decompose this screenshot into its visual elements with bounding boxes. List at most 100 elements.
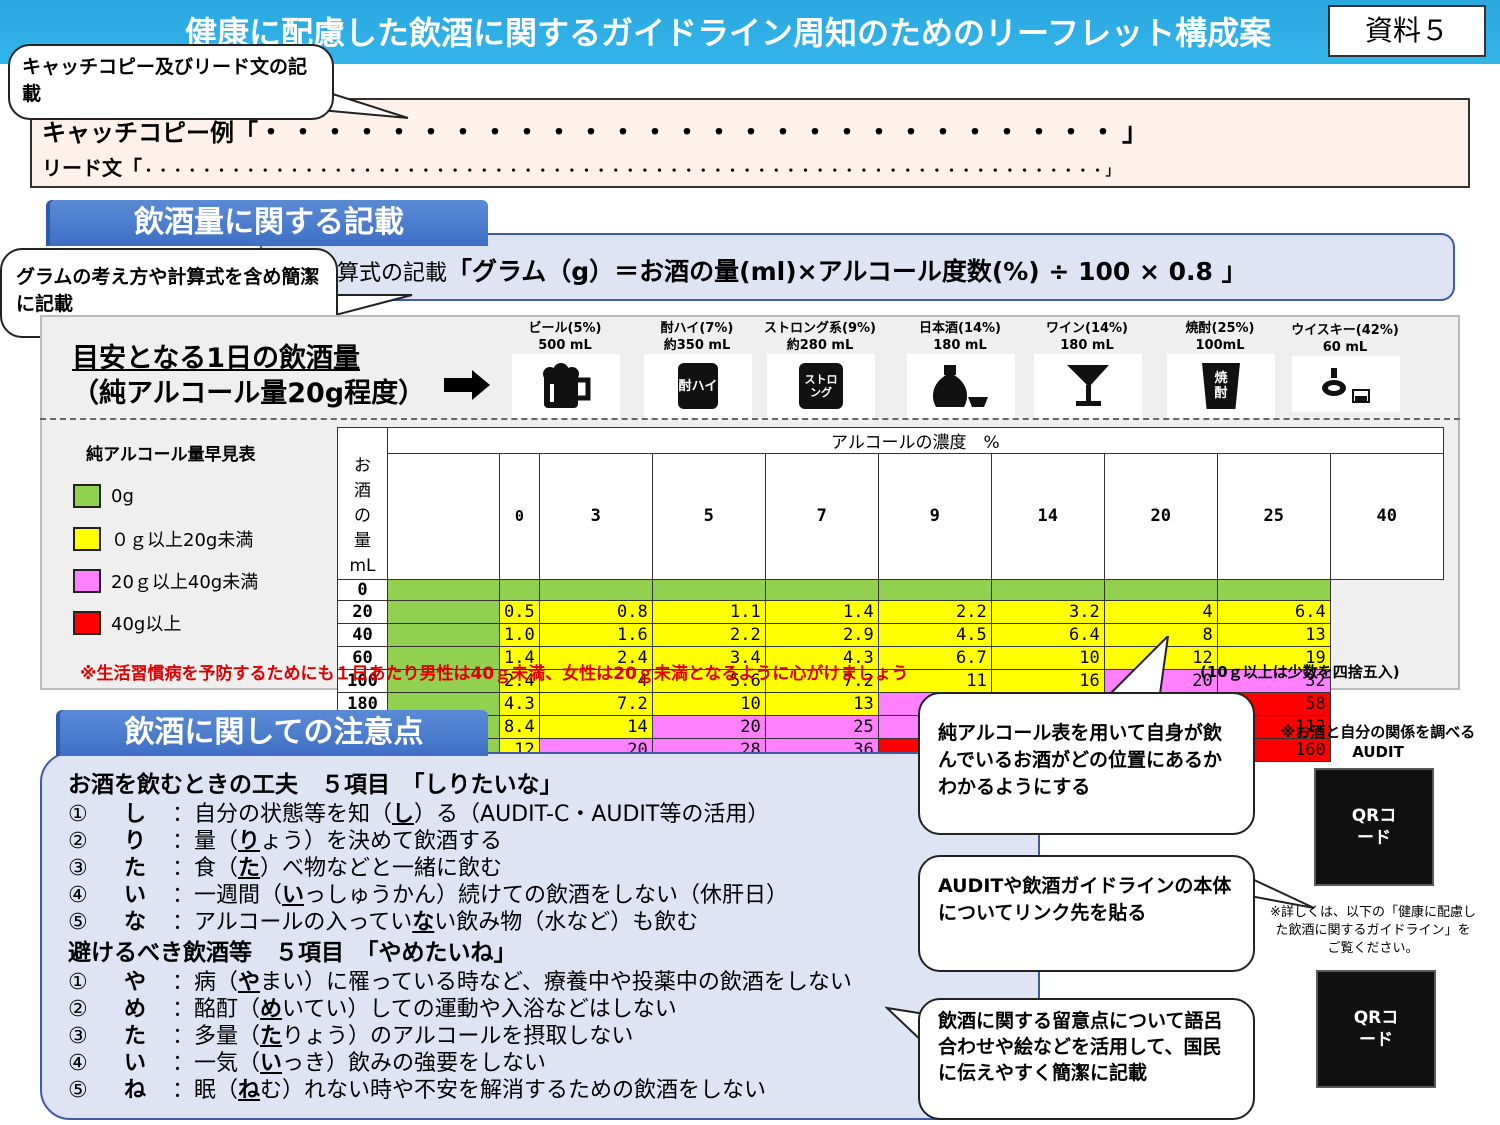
- wine-glass-icon: [1034, 354, 1142, 418]
- grams-cell: 4: [538, 668, 653, 693]
- can-label: ストロング: [799, 363, 843, 409]
- item-text: ：自分の状態等を知（: [172, 802, 393, 827]
- item-number: ③: [68, 856, 88, 881]
- conc-header: 7: [764, 453, 879, 580]
- item-number: ⑤: [68, 1078, 88, 1103]
- item-number: ②: [68, 997, 88, 1022]
- grams-cell: 6.4: [1216, 599, 1331, 624]
- drink-name: 焼酎(25%): [1185, 321, 1255, 336]
- grams-cell: 14: [538, 714, 653, 739]
- qr-code-audit[interactable]: QRコード: [1314, 768, 1434, 886]
- zero-cell: [387, 668, 500, 693]
- list-item: ③ た：食（た）べ物などと一緒に飲む: [68, 850, 788, 881]
- callout-catch-lead: キャッチコピー及びリード文の記載: [8, 44, 334, 120]
- item-text: ょう）を決めて飲酒する: [260, 829, 503, 854]
- grams-cell: [877, 578, 992, 601]
- item-text: ：アルコールの入ってい: [172, 910, 413, 935]
- notes-box: [40, 752, 1040, 1120]
- grams-cell: 25: [764, 714, 879, 739]
- callout-pointer: [320, 88, 409, 119]
- legend-swatch: [73, 527, 101, 551]
- drink-whisky: ウイスキー(42%) 60 mL: [1285, 322, 1405, 412]
- conc-header: 5: [651, 453, 766, 580]
- callout-pointer: [1107, 636, 1170, 695]
- table-row: 100 2.4 4 5.6 7.2 11 16 20 32: [337, 668, 1444, 693]
- glass-label: 焼酎: [1202, 363, 1240, 409]
- drink-shochu: 焼酎(25%) 100mL 焼酎: [1160, 320, 1280, 418]
- grams-cell: 4: [1103, 599, 1218, 624]
- item-text: ：一気（: [172, 1051, 261, 1076]
- row-header: お酒の量mL: [337, 453, 388, 580]
- drink-amount: 約280 mL: [786, 338, 854, 353]
- guideline-detail-note: ※詳しくは、以下の「健康に配慮した飲酒に関するガイドライン」をご覧ください。: [1270, 905, 1476, 956]
- drink-strong: ストロング系(9%) 約280 mL ストロング: [760, 320, 880, 418]
- item-kana: し: [124, 802, 147, 827]
- item-kana: た: [124, 1024, 147, 1049]
- item-text: ：一週間（: [172, 883, 283, 908]
- whisky-bottle-icon: [1292, 356, 1400, 412]
- sake-bottle-icon: [907, 354, 1015, 418]
- legend-title: 純アルコール量早見表: [86, 445, 256, 465]
- grams-cell: 10: [990, 645, 1105, 670]
- shochu-glass-icon: 焼酎: [1167, 354, 1275, 418]
- column-header: アルコールの濃度 %: [387, 427, 1444, 454]
- item-key-kana: り: [238, 829, 261, 854]
- table-body: 0 20 0.5 0.8 1.1 1.4 2.2 3.2 4 6.4 40 1.0 1.6 2.2 2.9 4…: [337, 578, 1444, 762]
- grams-cell: 1.1: [651, 599, 766, 624]
- conc-header: 25: [1216, 453, 1331, 580]
- grams-cell: 1.0: [499, 622, 540, 647]
- alcohol-grams-table: アルコールの濃度 % お酒の量mL 0 3 5 7 9 14 20 25 40 …: [337, 427, 1444, 762]
- grams-cell: 11: [877, 668, 992, 693]
- catch-copy-dots: ・・・・・・・・・・・・・・・・・・・・・・・・・・・」: [258, 118, 1155, 148]
- chuhai-can-icon: 酎ハイ: [644, 354, 752, 418]
- formula-prefix: 算式の記載: [337, 261, 448, 286]
- formula-line: 算式の記載「グラム（g）＝お酒の量(ml)×アルコール度数(%) ÷ 100 ×…: [337, 252, 1247, 288]
- item-key-kana: し: [392, 802, 415, 827]
- item-text: む）れない時や不安を解消するための飲酒をしない: [260, 1078, 767, 1103]
- daily-amount-title: 目安となる1日の飲酒量: [72, 343, 360, 374]
- drink-name: ストロング系(9%): [764, 321, 876, 336]
- drink-wine: ワイン(14%) 180 mL: [1027, 320, 1147, 418]
- grams-cell: 2.9: [764, 622, 879, 647]
- grams-cell: 1.4: [764, 599, 879, 624]
- can-label: 酎ハイ: [678, 363, 718, 409]
- grams-cell: 5.6: [651, 668, 766, 693]
- callout-pointer: [320, 294, 413, 321]
- grams-cell: 4.5: [877, 622, 992, 647]
- conc-header: 9: [877, 453, 992, 580]
- item-number: ③: [68, 1024, 88, 1049]
- list-item: ② り：量（りょう）を決めて飲酒する: [68, 823, 788, 854]
- drink-amount: 100mL: [1195, 338, 1245, 353]
- daily-amount-subtitle: （純アルコール量20g程度）: [72, 378, 426, 409]
- grams-cell: [990, 578, 1105, 601]
- table-row: 40 1.0 1.6 2.2 2.9 4.5 6.4 8 13: [337, 622, 1444, 647]
- rounding-note: (10ｇ以上は少数を四捨五入): [1200, 663, 1400, 681]
- qr-code-guideline[interactable]: QRコード: [1316, 970, 1436, 1088]
- item-kana: り: [124, 829, 147, 854]
- legend-item: 0g: [73, 484, 134, 508]
- conc-header: 40: [1329, 453, 1444, 580]
- list-item: ④ い：一週間（いっしゅうかん）続けての飲酒をしない（休肝日）: [68, 877, 788, 908]
- item-text: ）べ物などと一緒に飲む: [260, 856, 503, 881]
- tips-list: ① し：自分の状態等を知（し）る（AUDIT-C・AUDIT等の活用） ② り：量（り…: [68, 796, 788, 935]
- callout-pointer: [1250, 876, 1315, 909]
- conc-header: 3: [538, 453, 653, 580]
- item-key-kana: や: [238, 970, 261, 995]
- grams-cell: [1103, 578, 1218, 601]
- item-kana: や: [124, 970, 147, 995]
- drink-name: 酎ハイ(7%): [660, 321, 734, 336]
- list-item: ④ い：一気（いっき）飲みの強要をしない: [68, 1045, 852, 1076]
- legend-label: 0g: [111, 485, 134, 507]
- audit-note: ※お酒と自分の関係を調べるAUDIT: [1280, 723, 1476, 761]
- item-kana: い: [124, 1051, 147, 1076]
- item-kana: い: [124, 883, 147, 908]
- legend-item: 40g以上: [73, 610, 181, 636]
- drink-amount: 180 mL: [1060, 338, 1114, 353]
- conc-header: 20: [1103, 453, 1218, 580]
- grams-cell: 3.2: [990, 599, 1105, 624]
- drink-name: 日本酒(14%): [919, 321, 1001, 336]
- daily-limit-note: ※生活習慣病を予防するためにも１日あたり男性は40ｇ未満、女性は20ｇ未満となる…: [80, 664, 909, 684]
- drink-amount: 約350 mL: [663, 338, 731, 353]
- item-key-kana: な: [412, 910, 435, 935]
